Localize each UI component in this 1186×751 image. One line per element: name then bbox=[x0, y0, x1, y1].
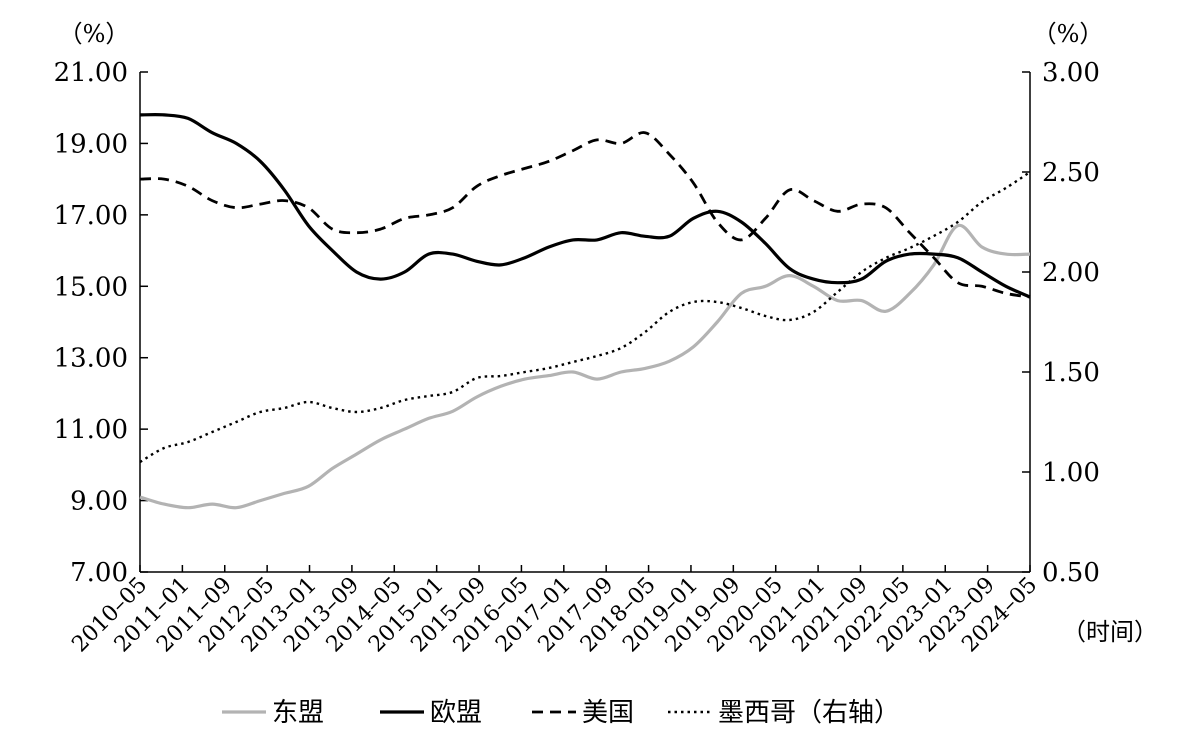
left-axis-unit: （%） bbox=[59, 20, 130, 48]
series-line-usa bbox=[139, 131, 1031, 299]
series-line-mexico bbox=[139, 171, 1031, 464]
left-tick-label: 13.00 bbox=[54, 344, 128, 374]
right-axis-unit: （%） bbox=[1033, 20, 1104, 48]
series-layer bbox=[139, 113, 1031, 510]
right-tick-label: 0.50 bbox=[1042, 558, 1100, 588]
left-tick-label: 19.00 bbox=[54, 129, 128, 159]
right-tick-label: 2.00 bbox=[1042, 258, 1100, 288]
legend: 东盟 欧盟 美国 墨西哥（右轴） bbox=[222, 698, 900, 728]
series-line-eu bbox=[139, 113, 1031, 299]
left-tick-label: 7.00 bbox=[70, 558, 128, 588]
right-tick-label: 2.50 bbox=[1042, 158, 1100, 188]
legend-label-usa: 美国 bbox=[582, 698, 634, 728]
right-tick-label: 1.00 bbox=[1042, 458, 1100, 488]
x-axis-label: （时间） bbox=[1062, 618, 1158, 646]
left-tick-label: 15.00 bbox=[54, 272, 128, 302]
legend-label-mexico: 墨西哥（右轴） bbox=[718, 698, 900, 728]
legend-label-eu: 欧盟 bbox=[430, 698, 482, 728]
right-tick-label: 3.00 bbox=[1042, 58, 1100, 88]
left-tick-label: 21.00 bbox=[54, 58, 128, 88]
right-tick-label: 1.50 bbox=[1042, 358, 1100, 388]
left-tick-label: 11.00 bbox=[54, 415, 128, 445]
series-line-asean bbox=[139, 223, 1031, 510]
left-tick-label: 17.00 bbox=[54, 201, 128, 231]
legend-label-asean: 东盟 bbox=[272, 698, 324, 728]
left-tick-label: 9.00 bbox=[70, 487, 128, 517]
